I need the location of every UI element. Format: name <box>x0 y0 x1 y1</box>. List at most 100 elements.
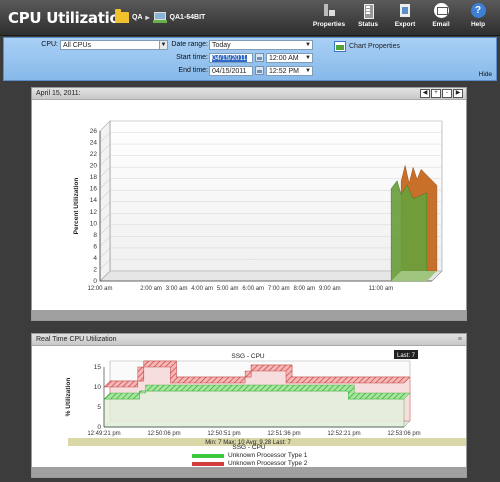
properties-label: Properties <box>312 21 346 28</box>
realtime-utilization-chart: SSG - CPU Last: 7 0 5 10 15 % Utilization 12:49… <box>65 350 466 446</box>
end-time-value: 12:52 PM <box>269 68 299 75</box>
help-button[interactable]: ? Help <box>459 3 497 28</box>
date-range-value: Today <box>212 42 231 49</box>
x-tick-label: 6:00 am <box>242 286 264 292</box>
series-1-area <box>390 180 428 282</box>
x-tick-label: 12:50:06 pm <box>147 431 180 437</box>
legend-swatch <box>192 461 224 466</box>
gridline <box>99 236 111 247</box>
cpu-select-value: All CPUs <box>63 42 92 49</box>
x-tick-label: 12:51:36 pm <box>267 431 300 437</box>
y-tick-label: 18 <box>90 174 98 181</box>
x-tick-label: 7:00 am <box>268 286 290 292</box>
end-time-label: End time: <box>178 67 208 74</box>
gridline <box>99 143 111 155</box>
help-label: Help <box>470 21 486 28</box>
x-tick-label: 9:00 am <box>319 286 341 292</box>
properties-button[interactable]: Properties <box>310 3 348 28</box>
email-icon <box>433 3 449 18</box>
x-tick-label: 8:00 am <box>293 286 315 292</box>
legend-swatch <box>192 453 224 458</box>
date-range-label: Date range: <box>171 41 208 48</box>
x-tick-label: 12:49:21 pm <box>87 431 120 437</box>
x-tick-label: 3:00 am <box>166 286 188 292</box>
stats-text: Min: 7 Max: 10 Avg: 9.28 Last: 7 <box>205 440 291 446</box>
zoom-in-button[interactable]: + <box>431 89 441 98</box>
y-axis-title: % Utilization <box>65 378 72 417</box>
realtime-chart-panel: Real Time CPU Utilization ≡ SSG - CPU Las… <box>31 333 467 478</box>
series-2-top <box>103 360 411 388</box>
menu-icon[interactable]: ≡ <box>457 336 462 343</box>
x-tick-label: 12:52:21 pm <box>327 431 360 437</box>
zoom-out-button[interactable]: - <box>442 89 452 98</box>
chevron-down-icon: ▼ <box>305 55 311 61</box>
legend-label: Unknown Processor Type 2 <box>228 460 308 467</box>
export-button[interactable]: Export <box>386 3 424 28</box>
y-tick-label: 10 <box>94 384 102 391</box>
gridline <box>99 178 111 189</box>
y-tick-label: 2 <box>93 266 97 273</box>
y-axis-title: Percent Utilization <box>73 178 80 235</box>
gridline <box>99 166 111 178</box>
panel-header: April 15, 2011: ◀ + - ▶ <box>32 88 466 100</box>
start-time-label: Start time: <box>176 54 208 61</box>
x-tick-label: 4:00 am <box>191 286 213 292</box>
app-header: CPU Utilization QA ▸ QA1-64BIT Propertie… <box>0 0 500 36</box>
gridline <box>99 120 111 132</box>
panel-footer <box>32 310 466 320</box>
legend-label: Unknown Processor Type 1 <box>228 452 308 459</box>
legend-item: Unknown Processor Type 2 <box>192 460 307 467</box>
y-tick-label: 22 <box>90 151 98 158</box>
gridline <box>99 201 111 212</box>
x-tick-label: 5:00 am <box>217 286 239 292</box>
email-label: Email <box>432 21 450 28</box>
series-1-top <box>103 384 411 400</box>
start-date-input[interactable]: 04/15/2011 <box>209 53 253 63</box>
end-date-input[interactable]: 04/15/2011 <box>209 66 253 76</box>
y-tick-label: 16 <box>90 186 98 193</box>
y-tick-label: 10 <box>90 220 98 227</box>
chart-icon <box>334 41 346 52</box>
gridline <box>99 190 111 201</box>
date-range-select[interactable]: Today ▼ <box>209 40 313 50</box>
end-time-select[interactable]: 12:52 PM ▼ <box>266 66 313 76</box>
panel-header: Real Time CPU Utilization ≡ <box>32 334 466 346</box>
export-icon <box>398 3 412 18</box>
gridline <box>99 213 111 224</box>
panel-footer <box>32 467 466 477</box>
hide-link[interactable]: Hide <box>478 71 492 78</box>
calendar-icon[interactable] <box>255 66 264 75</box>
email-button[interactable]: Email <box>422 3 460 28</box>
filter-panel: CPU: All CPUs ▼ Date range: Today ▼ Star… <box>3 37 497 81</box>
chart-nav: ◀ + - ▶ <box>420 89 463 98</box>
y-tick-label: 5 <box>97 404 101 411</box>
properties-icon <box>322 3 336 18</box>
gridline <box>99 259 111 270</box>
gridline <box>99 155 111 166</box>
chart-properties-link[interactable]: Chart Properties <box>334 41 400 52</box>
start-time-select[interactable]: 12:00 AM ▼ <box>266 53 313 63</box>
gridline <box>99 270 111 282</box>
breadcrumb-item-host[interactable]: QA1-64BIT <box>169 14 206 21</box>
y-tick-label: 14 <box>90 197 98 204</box>
breadcrumb: QA ▸ QA1-64BIT <box>115 9 206 23</box>
export-label: Export <box>394 21 416 28</box>
cpu-select[interactable]: All CPUs ▼ <box>60 40 168 50</box>
end-date-value: 04/15/2011 <box>212 68 247 75</box>
y-tick-label: 12 <box>90 209 98 216</box>
prev-button[interactable]: ◀ <box>420 89 430 98</box>
status-icon <box>361 3 375 19</box>
status-button[interactable]: Status <box>349 3 387 28</box>
breadcrumb-item-qa[interactable]: QA <box>132 14 143 21</box>
plot-side-wall <box>99 120 111 282</box>
panel-title: Real Time CPU Utilization <box>36 336 117 343</box>
legend-title: SSG - CPU <box>232 444 266 451</box>
x-tick-label: 12:00 am <box>87 286 112 292</box>
y-tick-label: 4 <box>93 255 97 262</box>
calendar-icon[interactable] <box>255 53 264 62</box>
chart-title: SSG - CPU <box>231 353 265 360</box>
chart-properties-label: Chart Properties <box>349 43 400 50</box>
daily-chart-panel: April 15, 2011: ◀ + - ▶ 0 2 4 6 8 10 12 14 16 18 2… <box>31 87 467 321</box>
next-button[interactable]: ▶ <box>453 89 463 98</box>
